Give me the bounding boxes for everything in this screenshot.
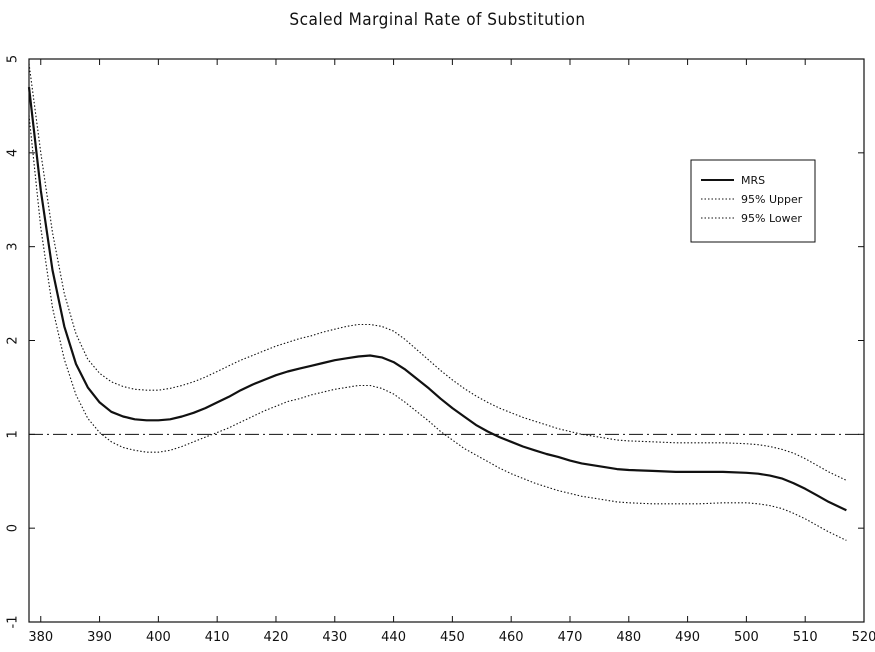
x-tick-label: 390 <box>87 630 112 645</box>
legend-label: MRS <box>741 174 765 187</box>
x-tick-label: 460 <box>499 630 524 645</box>
x-tick-label: 480 <box>616 630 641 645</box>
x-tick-label: 450 <box>440 630 465 645</box>
series-line <box>27 86 847 512</box>
x-tick-label: 410 <box>205 630 230 645</box>
x-tick-label: 510 <box>793 630 818 645</box>
x-tick-label: 490 <box>675 630 700 645</box>
y-tick-label: 0 <box>6 524 21 532</box>
chart-title: Scaled Marginal Rate of Substitution <box>289 10 586 30</box>
series-line <box>28 115 847 541</box>
legend-label: 95% Lower <box>741 212 802 225</box>
x-tick-label: 420 <box>264 630 289 645</box>
x-tick-label: 520 <box>852 630 875 645</box>
x-tick-label: 430 <box>322 630 347 645</box>
plot-frame <box>28 58 865 623</box>
x-tick-label: 380 <box>28 630 53 645</box>
y-tick-label: -1 <box>6 616 21 629</box>
x-tick-label: 500 <box>734 630 759 645</box>
y-tick-label: 1 <box>6 430 21 438</box>
x-tick-label: 400 <box>146 630 171 645</box>
legend-label: 95% Upper <box>741 193 803 206</box>
x-tick-label: 470 <box>558 630 583 645</box>
y-tick-label: 5 <box>6 55 21 63</box>
series-line <box>28 63 847 481</box>
x-tick-label: 440 <box>381 630 406 645</box>
legend-box <box>690 159 816 243</box>
y-tick-label: 2 <box>6 336 21 344</box>
y-tick-label: 3 <box>6 243 21 251</box>
y-tick-label: 4 <box>6 149 21 157</box>
